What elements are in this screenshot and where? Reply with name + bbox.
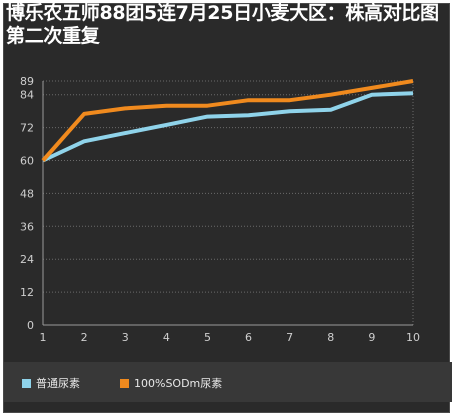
x-tick-label: 7 [286,331,293,344]
x-tick-label: 6 [245,331,252,344]
legend-label-series-2: 100%SODm尿素 [134,377,223,390]
y-tick-label: 0 [27,319,34,332]
legend-swatch-series-1 [22,378,31,388]
y-tick-label: 89 [20,75,34,88]
x-tick-label: 5 [204,331,211,344]
legend: 普通尿素 100%SODm尿素 [4,362,452,402]
legend-item-series-1: 普通尿素 [22,375,80,391]
y-tick-label: 60 [20,155,34,168]
x-tick-label: 8 [327,331,334,344]
x-tick-label: 4 [163,331,170,344]
x-tick-label: 9 [368,331,375,344]
legend-swatch-series-2 [120,378,129,388]
y-tick-label: 72 [20,122,34,135]
x-tick-label: 2 [81,331,88,344]
y-tick-label: 24 [20,253,34,266]
legend-label-series-1: 普通尿素 [36,377,80,390]
x-tick-label: 10 [406,331,420,344]
x-tick-label: 3 [122,331,129,344]
chart-frame [3,3,450,413]
chart-title: 博乐农五师88团5连7月25日小麦大区：株高对比图第二次重复 [6,2,439,47]
y-tick-label: 84 [20,89,34,102]
x-tick-labels: 1 2 3 4 5 6 7 8 9 10 [40,331,421,344]
series-layer [41,79,414,163]
y-tick-label: 36 [20,220,34,233]
y-tick-label: 12 [20,286,34,299]
y-tick-label: 48 [20,187,34,200]
series-line-2 [41,79,414,162]
x-tick-label: 1 [40,331,47,344]
axis-layer [42,81,413,326]
series-line-1 [42,91,414,163]
legend-item-series-2: 100%SODm尿素 [120,375,222,391]
